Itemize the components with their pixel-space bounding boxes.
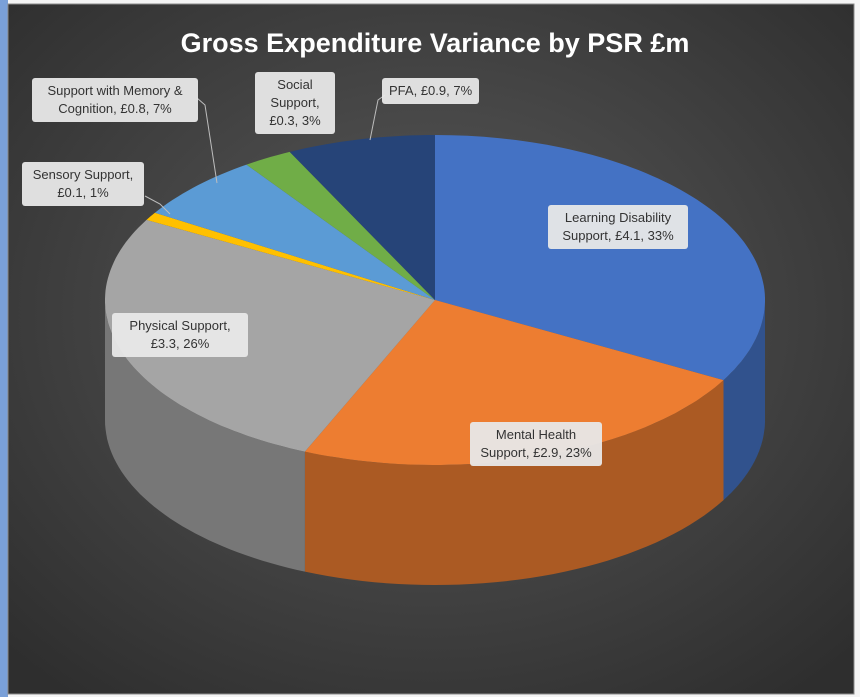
slice (289, 135, 435, 300)
data-label: Social Support, £0.3, 3% (255, 72, 335, 134)
label-value: £4.1 (615, 228, 641, 243)
slice (105, 219, 435, 452)
label-percentage: 23% (565, 445, 592, 460)
label-category: Social Support (270, 77, 316, 110)
label-value: £0.3 (269, 113, 295, 128)
slice (246, 151, 435, 300)
slice (154, 164, 435, 300)
data-label: Sensory Support, £0.1, 1% (22, 162, 144, 206)
label-category: Support with Memory & Cognition (47, 83, 183, 116)
label-value: £3.3 (150, 336, 177, 351)
label-value: £0.1 (57, 185, 83, 200)
label-percentage: 7% (152, 101, 172, 116)
left-strip (0, 0, 8, 697)
data-label: Learning Disability Support, £4.1, 33% (548, 205, 688, 249)
slice-side (723, 300, 765, 501)
label-category: Learning Disability Support (562, 210, 672, 243)
slice-side (304, 380, 724, 585)
label-category: Mental Health Support (480, 427, 577, 460)
slice-side (105, 300, 305, 572)
label-category: Sensory Support (32, 167, 130, 182)
data-label: PFA, £0.9, 7% (382, 78, 480, 104)
label-percentage: 33% (647, 228, 674, 243)
leader-line (144, 195, 171, 215)
label-percentage: 3% (301, 113, 321, 128)
data-label: Support with Memory & Cognition, £0.8, 7… (32, 78, 198, 122)
label-category: PFA (389, 83, 414, 98)
slice (435, 135, 765, 381)
label-value: £0.8 (120, 101, 146, 116)
data-label: Mental Health Support, £2.9, 23% (470, 422, 602, 466)
label-category: Physical Support (129, 318, 227, 333)
slice (146, 212, 435, 300)
leader-line (196, 97, 218, 184)
data-label: Physical Support, £3.3, 26% (112, 313, 248, 357)
label-percentage: 26% (183, 336, 210, 351)
chart-title: Gross Expenditure Variance by PSR £m (181, 28, 690, 58)
slice (304, 300, 724, 465)
label-percentage: 7% (453, 83, 473, 98)
pie (105, 135, 765, 585)
label-value: £2.9 (533, 445, 559, 460)
label-value: £0.9 (420, 83, 447, 98)
label-percentage: 1% (89, 185, 109, 200)
